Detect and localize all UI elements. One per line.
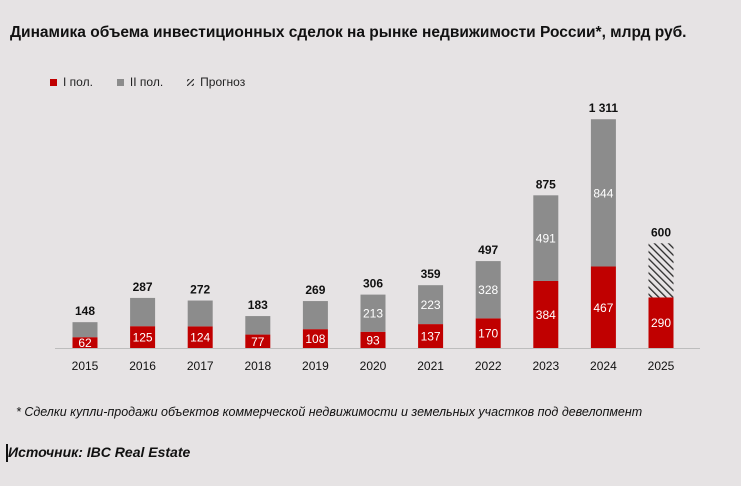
label-h2-2020: 213 <box>363 307 383 321</box>
legend-swatch-h1 <box>50 78 57 86</box>
total-label-2023: 875 <box>536 177 556 191</box>
legend-item-h2: II пол. <box>116 75 164 89</box>
legend-swatch-forecast <box>187 78 195 86</box>
label-h2-2024: 844 <box>593 186 613 200</box>
legend: I пол. II пол. Прогноз <box>50 75 269 89</box>
total-label-2017: 272 <box>190 283 210 297</box>
bar-h1-2015 <box>72 337 98 348</box>
total-label-2022: 497 <box>478 243 498 257</box>
text-cursor <box>6 444 8 462</box>
label-h2-2022: 328 <box>478 283 498 297</box>
bar-h1-2016 <box>130 326 156 348</box>
legend-swatch-h2 <box>116 78 124 86</box>
legend-label-forecast: Прогноз <box>200 75 246 89</box>
label-h1-2024: 467 <box>593 301 613 315</box>
bar-chart: 62 148 2015 125 287 2016 124 272 2017 77 183 2018 10… <box>55 101 700 373</box>
legend-label-h2: II пол. <box>129 75 164 89</box>
legend-label-h1: I пол. <box>63 75 93 89</box>
label-h1-2018: 77 <box>251 335 265 349</box>
label-h1-2021: 137 <box>421 330 441 344</box>
x-tick-label-2024: 2024 <box>590 359 617 373</box>
x-tick-label-2015: 2015 <box>72 359 99 373</box>
x-tick-label-2018: 2018 <box>244 359 271 373</box>
total-label-2020: 306 <box>363 277 383 291</box>
label-h1-2023: 384 <box>536 308 556 322</box>
bar-h2-2022 <box>475 261 501 319</box>
bar-h1-2019 <box>302 329 328 348</box>
bar-h1-2017 <box>187 326 213 348</box>
chart-title: Динамика объема инвестиционных сделок на… <box>10 24 687 41</box>
bar-h1-2022 <box>475 318 501 348</box>
total-label-2019: 269 <box>305 283 325 297</box>
legend-item-h1: I пол. <box>50 75 93 89</box>
footnote: * Сделки купли-продажи объектов коммерче… <box>16 405 643 419</box>
bar-h2-2015 <box>72 322 98 338</box>
label-h1-2022: 170 <box>478 327 498 341</box>
total-label-2015: 148 <box>75 304 95 318</box>
label-h1-2016: 125 <box>133 331 153 345</box>
bar-h2-2017 <box>187 300 213 327</box>
legend-item-forecast: Прогноз <box>187 75 245 89</box>
label-h1-2015: 62 <box>78 336 92 350</box>
label-h1-2019: 108 <box>305 332 325 346</box>
x-tick-label-2016: 2016 <box>129 359 156 373</box>
x-tick-label-2022: 2022 <box>475 359 502 373</box>
bar-h1-2021 <box>418 324 444 348</box>
total-label-2024: 1 311 <box>589 101 619 115</box>
bar-h2-2020 <box>360 294 386 332</box>
x-tick-label-2017: 2017 <box>187 359 214 373</box>
x-tick-label-2021: 2021 <box>417 359 444 373</box>
x-tick-label-2020: 2020 <box>360 359 387 373</box>
bar-h2-2023 <box>533 195 559 281</box>
bar-h2-2021 <box>418 285 444 325</box>
x-tick-label-2025: 2025 <box>648 359 675 373</box>
label-h2-2021: 223 <box>421 298 441 312</box>
x-tick-label-2019: 2019 <box>302 359 329 373</box>
label-h1-2025: 290 <box>651 316 671 330</box>
bar-h2-2019 <box>302 301 328 330</box>
bar-h2-2024 <box>590 119 616 267</box>
bar-h1-2020 <box>360 331 386 348</box>
bar-h1-2024 <box>590 266 616 348</box>
bar-h1-2023 <box>533 280 559 348</box>
label-h2-2023: 491 <box>536 232 556 246</box>
label-h1-2020: 93 <box>366 333 380 347</box>
total-label-2018: 183 <box>248 298 268 312</box>
label-h1-2017: 124 <box>190 331 210 345</box>
total-label-2025: 600 <box>651 225 671 239</box>
bar-h2-2016 <box>130 297 156 327</box>
x-tick-label-2023: 2023 <box>532 359 559 373</box>
bar-forecast-2025 <box>648 243 674 298</box>
bar-h2-2018 <box>245 316 271 335</box>
bar-h1-2018 <box>245 334 271 348</box>
total-label-2016: 287 <box>133 280 153 294</box>
total-label-2021: 359 <box>421 267 441 281</box>
source-note: Источник: IBC Real Estate <box>8 444 191 460</box>
bar-h1-2025 <box>648 297 674 348</box>
